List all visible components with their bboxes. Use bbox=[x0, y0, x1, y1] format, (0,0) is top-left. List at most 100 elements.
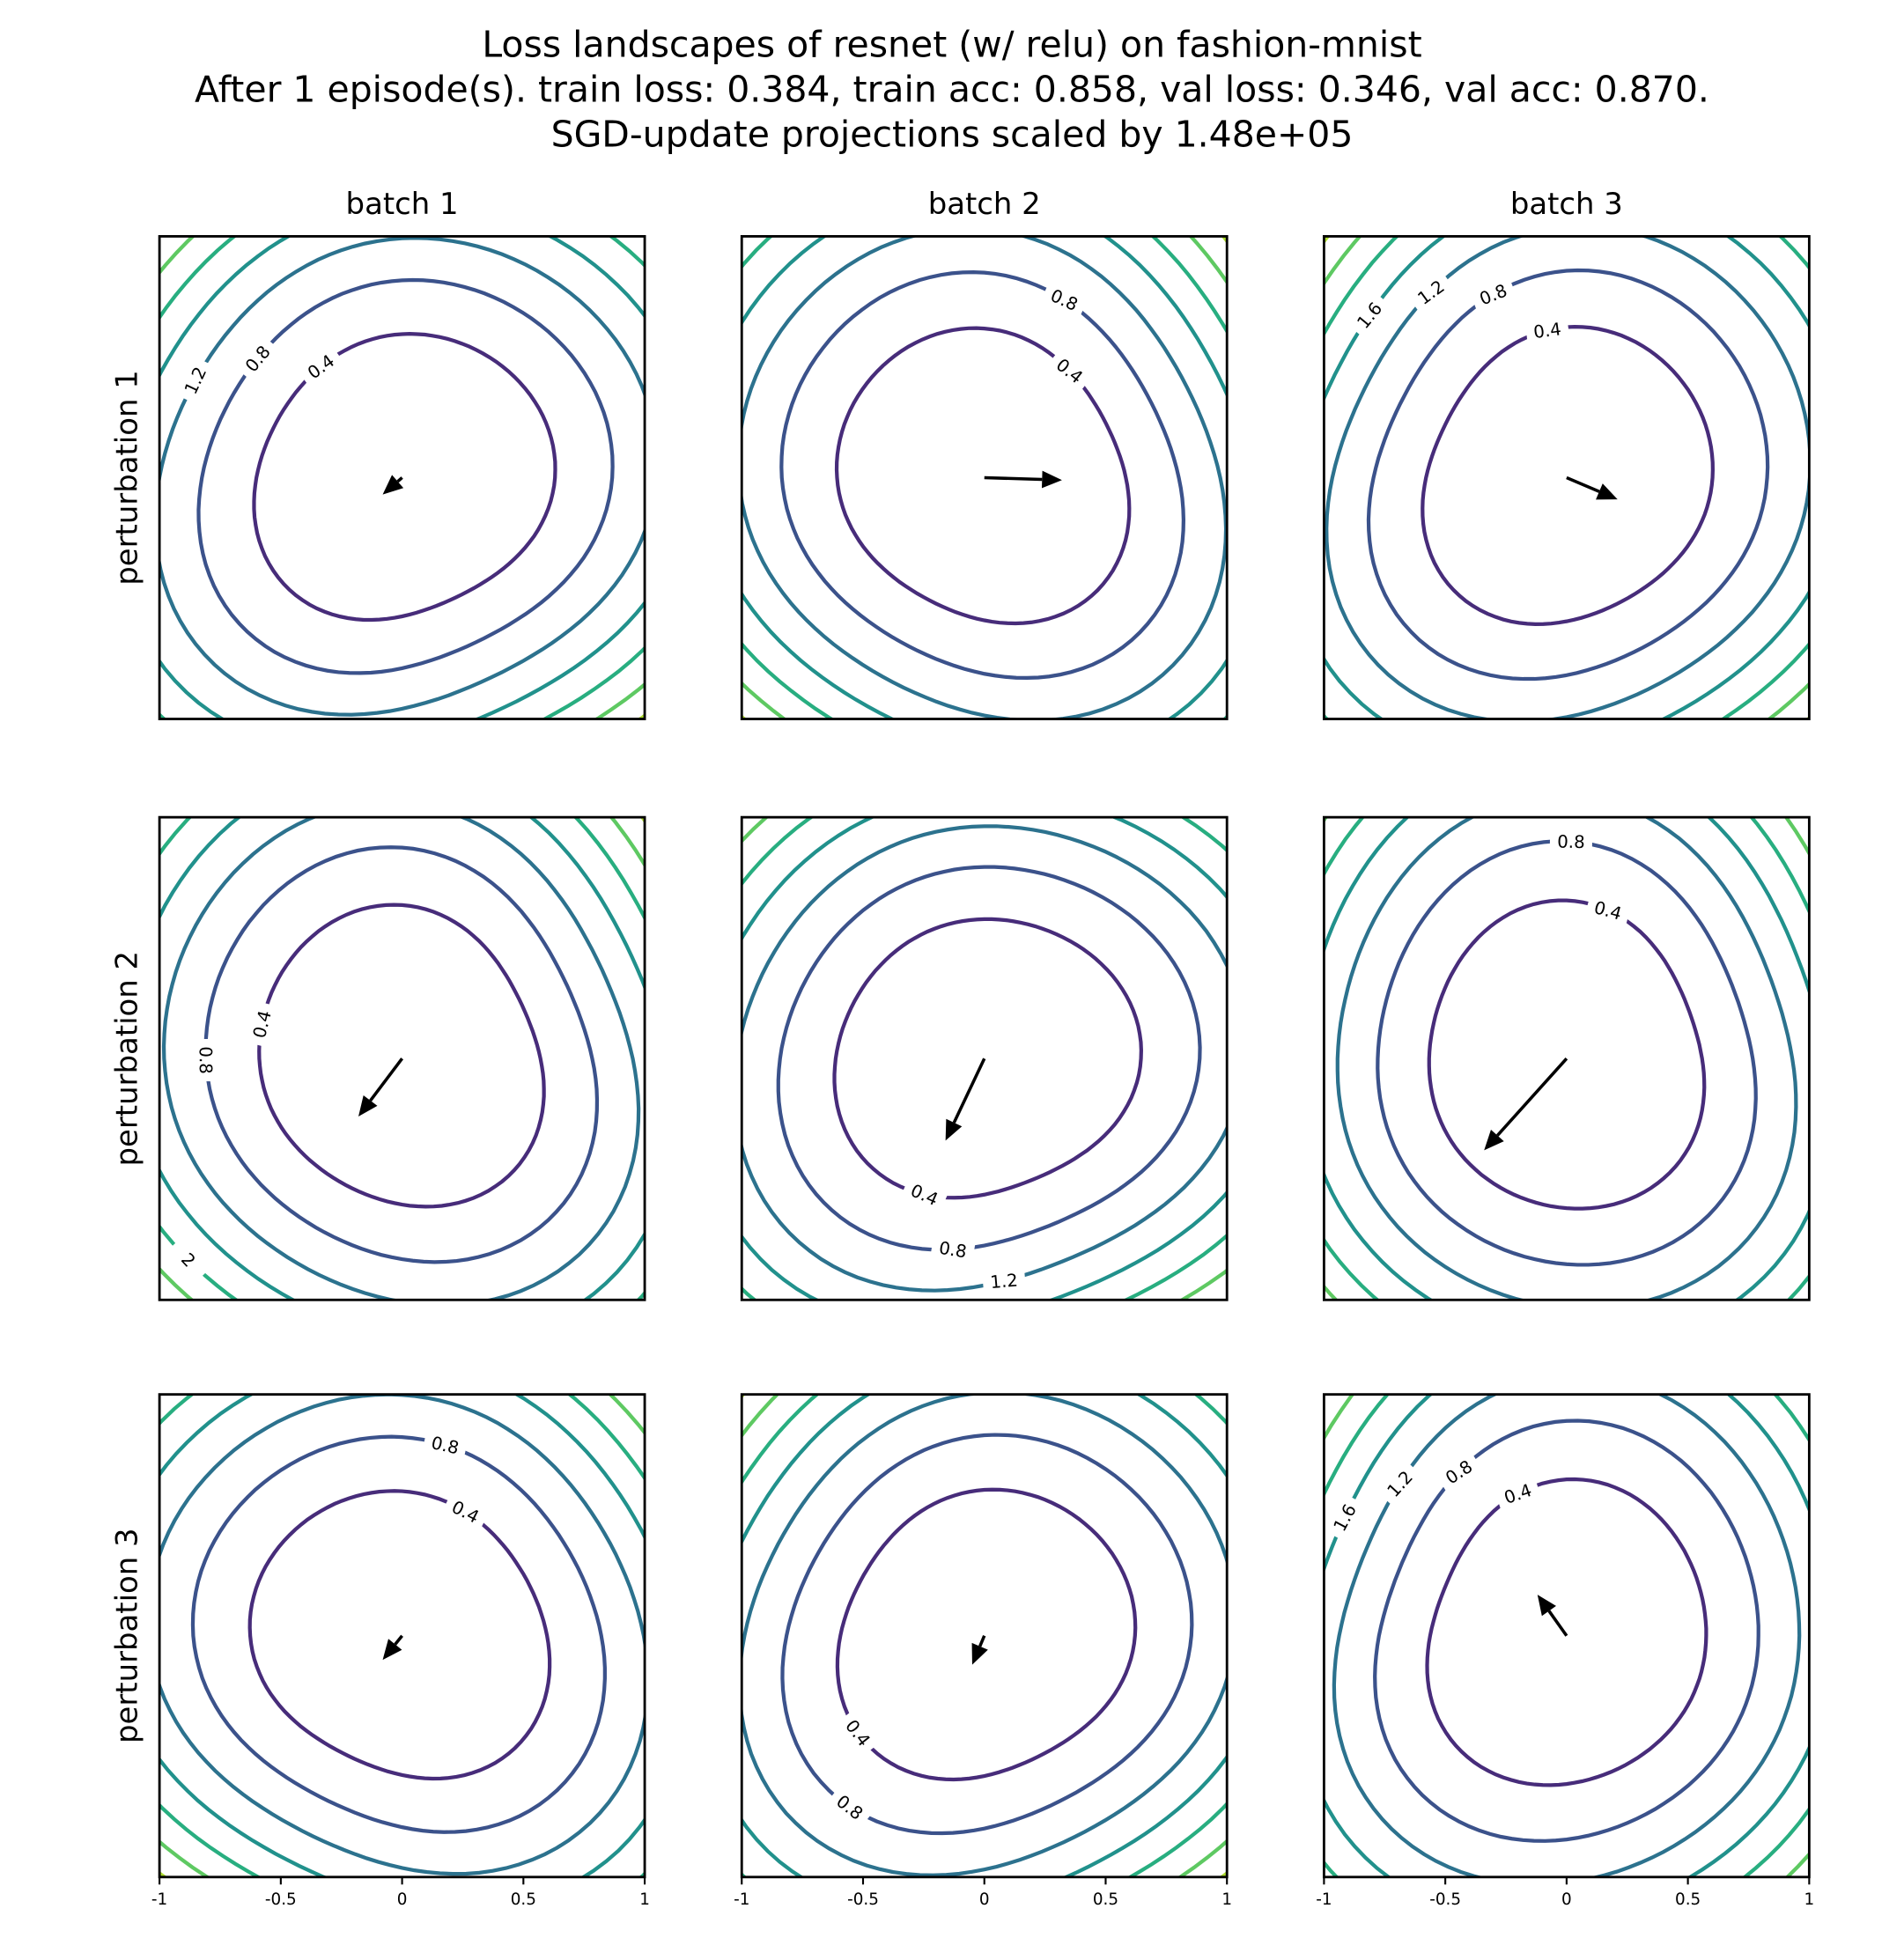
arrow-head bbox=[382, 475, 404, 495]
contour-label-gap bbox=[1524, 316, 1570, 344]
contour-line bbox=[832, 917, 1143, 1200]
column-title: batch 1 bbox=[346, 187, 459, 221]
arrow-head bbox=[358, 1094, 378, 1116]
chart-title: SGD-update projections scaled by 1.48e+0… bbox=[551, 113, 1354, 155]
contour-line bbox=[159, 817, 646, 1301]
x-tick-label: 0 bbox=[397, 1890, 408, 1909]
x-tick-label: -0.5 bbox=[265, 1890, 297, 1909]
contour-line bbox=[257, 903, 546, 1209]
contour-label: 0.8 bbox=[938, 1238, 969, 1263]
contour-line bbox=[159, 1394, 646, 1876]
x-tick-label: 0 bbox=[1561, 1890, 1572, 1909]
contour-label-gap bbox=[422, 1429, 469, 1461]
contour-line bbox=[161, 817, 641, 1301]
contour-label-gap bbox=[175, 356, 215, 405]
contour-label-gap bbox=[297, 344, 345, 388]
arrow-shaft bbox=[978, 1635, 986, 1647]
contour-line bbox=[1427, 898, 1707, 1211]
x-tick-label: -1 bbox=[734, 1890, 749, 1909]
panel-frame bbox=[1322, 815, 1811, 1301]
contour-label-gap bbox=[441, 1492, 490, 1532]
panel: 0.40.8 bbox=[1324, 817, 1810, 1301]
contour-label-gap bbox=[1435, 1450, 1483, 1493]
x-tick-label: -1 bbox=[151, 1890, 167, 1909]
contour-line bbox=[1376, 839, 1758, 1267]
contour-label: 1.2 bbox=[989, 1270, 1018, 1293]
panel-frame bbox=[740, 815, 1229, 1301]
contour-line bbox=[1373, 1418, 1760, 1843]
column-title: batch 3 bbox=[1510, 187, 1623, 221]
contour-label-group: 0.4 bbox=[1524, 316, 1570, 344]
arrow-head bbox=[945, 1118, 963, 1141]
x-tick-label: -0.5 bbox=[847, 1890, 879, 1909]
panel-frame bbox=[158, 235, 646, 720]
contour-label-gap bbox=[1376, 1460, 1423, 1507]
contour-label: 0.8 bbox=[196, 1046, 216, 1074]
x-tick-label: 1 bbox=[1221, 1890, 1232, 1909]
contour-label-gap bbox=[1325, 1493, 1365, 1542]
contour-label-gap bbox=[900, 1175, 948, 1214]
panel: 0.40.8 bbox=[742, 236, 1228, 719]
row-label: perturbation 1 bbox=[110, 370, 144, 586]
contour-line bbox=[742, 1394, 1228, 1877]
contour-line bbox=[1421, 324, 1715, 627]
contour-line bbox=[1335, 817, 1798, 1301]
panel-frame bbox=[158, 815, 646, 1301]
x-tick-label: 0.5 bbox=[1675, 1890, 1701, 1909]
contour-label-gap bbox=[1040, 281, 1089, 319]
contour-label-gap bbox=[246, 1000, 278, 1048]
contour-label-gap bbox=[826, 1785, 874, 1830]
arrow-head bbox=[1484, 1129, 1504, 1151]
contour-line bbox=[196, 277, 615, 675]
contour-label-group: 0.8 bbox=[930, 1234, 976, 1264]
contour-label-group: 0.8 bbox=[194, 1038, 218, 1082]
contour-label-gap bbox=[982, 1267, 1027, 1294]
contour-label: 0.8 bbox=[1557, 831, 1585, 852]
arrow-shaft bbox=[1566, 475, 1600, 493]
column-title: batch 2 bbox=[928, 187, 1041, 221]
arrow-shaft bbox=[396, 476, 403, 483]
arrow-shaft bbox=[1547, 1610, 1568, 1637]
contour-line bbox=[159, 236, 646, 719]
contour-line bbox=[1324, 236, 1810, 719]
contour-line bbox=[159, 1394, 646, 1877]
contour-line bbox=[742, 236, 1228, 719]
contour-label-gap bbox=[235, 335, 280, 382]
arrow-head bbox=[1596, 483, 1618, 500]
contour-label-gap bbox=[1584, 894, 1632, 927]
x-tick-label: 0.5 bbox=[511, 1890, 536, 1909]
contour-label: 0.4 bbox=[1532, 319, 1562, 343]
x-tick-label: -1 bbox=[1316, 1890, 1332, 1909]
contour-line bbox=[780, 1433, 1194, 1836]
arrow-head bbox=[382, 1639, 402, 1661]
panel: 0.40.81.21.6 bbox=[1324, 236, 1810, 719]
contour-label-group: 2 bbox=[166, 1236, 211, 1283]
row-label: perturbation 3 bbox=[110, 1528, 144, 1743]
contour-line bbox=[1324, 1394, 1810, 1877]
contour-line bbox=[252, 332, 557, 623]
contour-line bbox=[1325, 236, 1810, 719]
arrow-head bbox=[1537, 1595, 1556, 1617]
x-tick-label: 1 bbox=[639, 1890, 650, 1909]
chart-title: After 1 episode(s). train loss: 0.384, t… bbox=[195, 69, 1709, 111]
contour-label-gap bbox=[836, 1709, 881, 1757]
panel: 0.40.82 bbox=[159, 817, 646, 1301]
contour-label-gap bbox=[1347, 291, 1392, 339]
x-tick-label: 0.5 bbox=[1093, 1890, 1118, 1909]
panel: 0.40.81.2 bbox=[742, 817, 1228, 1301]
chart-title: Loss landscapes of resnet (w/ relu) on f… bbox=[482, 24, 1421, 66]
contour-line bbox=[776, 865, 1202, 1252]
arrow-shaft bbox=[369, 1057, 403, 1102]
contour-label-gap bbox=[194, 1038, 218, 1082]
contour-label-gap bbox=[1045, 349, 1094, 394]
x-tick-label: -0.5 bbox=[1429, 1890, 1461, 1909]
contour-line bbox=[742, 236, 1228, 719]
contour-label-group: 1.2 bbox=[982, 1267, 1027, 1294]
contour-line bbox=[742, 1394, 1228, 1877]
contour-label-gap bbox=[1494, 1476, 1542, 1512]
panel-frame bbox=[740, 235, 1229, 720]
contour-line bbox=[1332, 1394, 1802, 1877]
arrow-shaft bbox=[394, 1634, 403, 1646]
